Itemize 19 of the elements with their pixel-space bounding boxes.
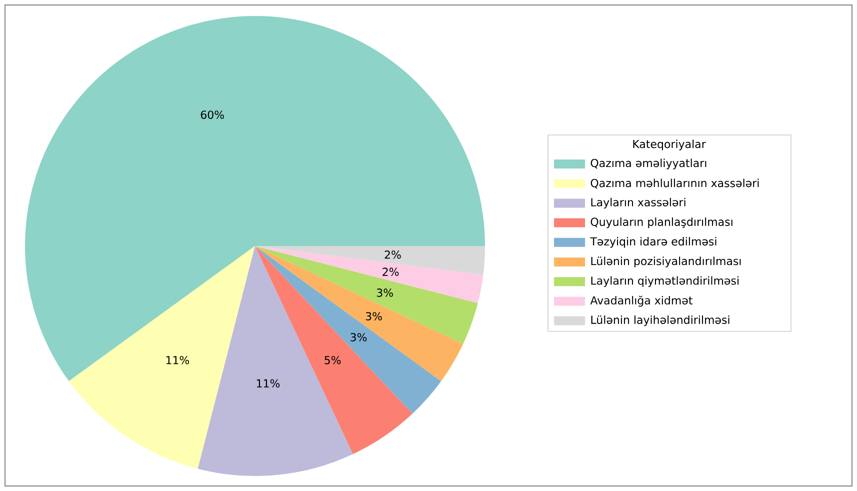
legend-label: Qazıma məhlullarının xassələri <box>590 178 759 188</box>
data-label: 3% <box>350 333 367 342</box>
data-label: 2% <box>382 268 399 276</box>
legend-label: Quyuların planlaşdırılması <box>590 217 732 228</box>
legend-label: Lülənin pozisiyalandırılması <box>591 256 741 268</box>
legend-label: Qazıma əməliyyatları <box>590 158 706 170</box>
data-label: 2% <box>384 250 401 259</box>
data-label: 11% <box>166 356 190 364</box>
data-label: 3% <box>366 312 382 320</box>
legend-label: Layların xassələri <box>591 198 686 209</box>
legend-label: Avadanlığa xidmət <box>590 296 692 307</box>
data-label: 60% <box>200 110 224 119</box>
data-label: 3% <box>376 288 393 297</box>
legend-label: Lülənin layihələndirilməsi <box>591 315 730 326</box>
legend-label: Layların qiymətləndirilməsi <box>591 276 738 287</box>
legend-title: Kateqoriyalar <box>633 140 706 150</box>
data-label: 5% <box>324 356 341 364</box>
data-label: 11% <box>256 379 280 388</box>
legend-label: Təzyiqin idarə edilməsi <box>590 237 716 248</box>
